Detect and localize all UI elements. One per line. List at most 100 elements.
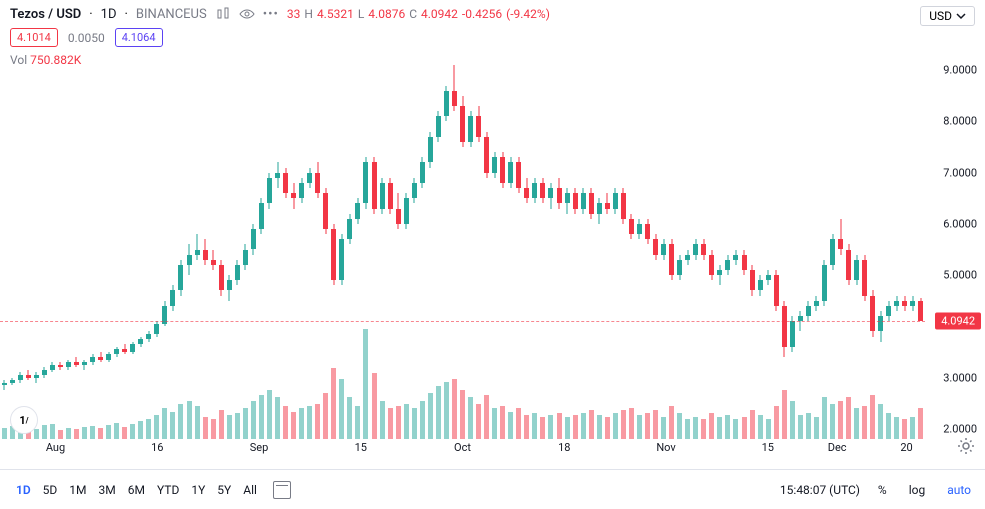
volume-bar [251,401,256,440]
symbol-name[interactable]: Tezos / USD [10,7,81,22]
timeframe-5d[interactable]: 5D [37,479,64,501]
timeframe-all[interactable]: All [237,479,263,501]
currency-selector[interactable]: USD [920,6,975,26]
timeframe-1y[interactable]: 1Y [185,479,211,501]
volume-bar [363,329,368,439]
volume-bar [468,397,473,439]
timeframe-1m[interactable]: 1M [63,479,92,501]
volume-bar [146,419,151,439]
x-tick: Dec [828,441,847,454]
volume-bar [476,404,481,439]
x-axis[interactable]: Aug16Sep15Oct18Nov15Dec20 [0,441,925,461]
bid-badge[interactable]: 4.1014 [10,28,58,47]
y-tick: 5.0000 [943,269,977,282]
volume-bar [307,406,312,439]
volume-bar [444,382,449,439]
volume-bar [90,426,95,439]
x-tick: 16 [151,441,163,454]
x-tick: Nov [656,441,675,454]
volume-bar [516,408,521,439]
eye-icon[interactable] [239,6,255,22]
volume-bar [806,413,811,439]
volume-bar [548,415,553,439]
timeframe-3m[interactable]: 3M [93,479,122,501]
interval-label[interactable]: 1D [101,7,117,22]
volume-bar [870,395,875,439]
volume-bar [629,408,634,439]
more-icon[interactable]: ••• [263,7,279,22]
volume-bar [661,417,666,439]
y-axis[interactable]: 2.00003.00004.00005.00006.00007.00008.00… [925,60,985,439]
y-tick: 6.0000 [943,217,977,230]
volume-bar [428,393,433,439]
chart-area[interactable] [0,60,925,439]
volume-bar [717,417,722,439]
volume-bar [412,408,417,439]
tradingview-logo[interactable]: 1/ [10,406,38,434]
timeframe-row: 1D5D1M3M6MYTD1Y5YAll [10,483,263,497]
volume-bar [436,386,441,439]
percent-button[interactable]: % [874,481,891,499]
y-tick: 2.0000 [943,422,977,435]
ask-badge[interactable]: 4.1064 [115,28,163,47]
timeframe-6m[interactable]: 6M [122,479,151,501]
volume-bar [886,413,891,439]
x-tick: Sep [250,441,269,454]
volume-bar [98,428,103,439]
volume-bar [211,419,216,439]
settings-icon[interactable] [957,437,975,459]
log-button[interactable]: log [905,481,930,499]
ohlc-h-label: H [304,7,313,21]
ohlc-h: 4.5321 [317,7,354,21]
volume-bar [500,406,505,439]
volume-bar [862,406,867,439]
x-tick: Oct [454,441,471,454]
volume-bar [597,415,602,439]
volume-bar [854,408,859,439]
volume-bar [388,408,393,439]
volume-bar [613,413,618,439]
volume-bar [878,404,883,439]
timeframe-1d[interactable]: 1D [10,479,37,501]
y-tick: 9.0000 [943,64,977,77]
chart-header: Tezos / USD · 1D · BINANCEUS ••• 33 H4.5… [0,0,985,28]
volume-bar [331,368,336,440]
volume-bar [790,401,795,440]
calendar-icon[interactable] [273,481,291,499]
y-tick: 8.0000 [943,115,977,128]
volume-bar [291,412,296,440]
auto-button[interactable]: auto [943,481,975,499]
volume-bar [66,428,71,439]
volume-bar [74,429,79,439]
volume-bar [452,379,457,440]
volume-bar [50,424,55,439]
timeframe-ytd[interactable]: YTD [151,479,185,501]
volume-bar [565,417,570,439]
dot-sep: · [89,7,92,22]
volume-bar [219,410,224,439]
volume-bar [637,415,642,439]
x-tick: 15 [762,441,774,454]
ohlc-l: 4.0876 [368,7,405,21]
volume-bar [283,406,288,439]
volume-bar [130,424,135,439]
volume-bar [347,397,352,439]
volume-bar [235,413,240,439]
volume-bar [187,401,192,440]
volume-bar [822,397,827,439]
volume-bar [243,408,248,439]
chevron-down-icon [956,11,966,21]
volume-bar [355,406,360,439]
volume-bar [492,408,497,439]
volume-bar [299,408,304,439]
volume-bar [653,410,658,439]
ohlc-chg: -0.4256 [462,7,502,21]
volume-bar [203,417,208,439]
exchange-label: BINANCEUS [136,7,207,22]
volume-bar [267,390,272,440]
timeframe-5y[interactable]: 5Y [211,479,237,501]
volume-bar [420,401,425,440]
candle-icon[interactable] [215,6,231,22]
volume-bar [910,417,915,439]
ohlc-pct: (-9.42%) [506,7,550,21]
